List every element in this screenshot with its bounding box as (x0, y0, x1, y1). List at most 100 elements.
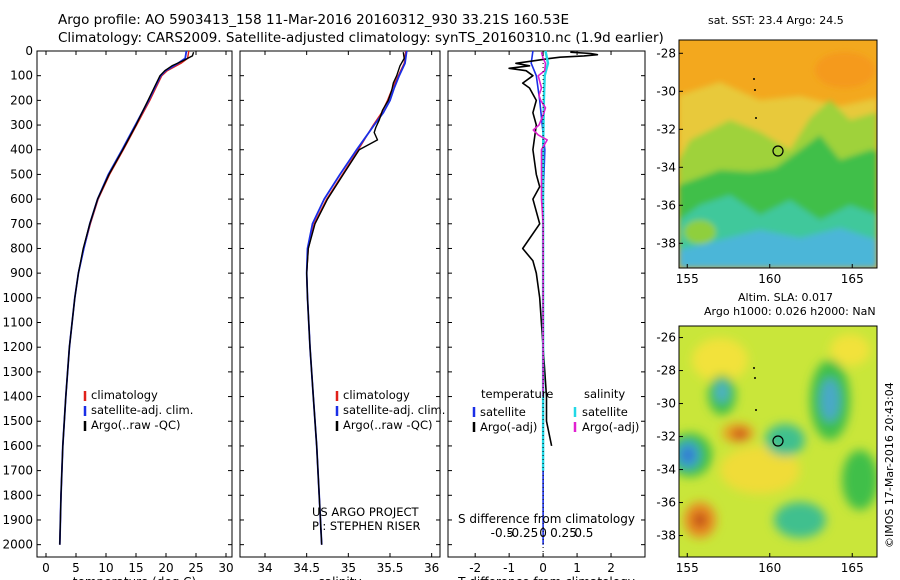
series-line (58, 50, 188, 545)
x-tick-label: 10 (98, 561, 113, 575)
y-tick-label: 1700 (2, 464, 33, 478)
axes-sla_map: 155 160 165 -26 -28 -30 -32 -34 -36 -38 (656, 331, 863, 575)
sla-map-title-2: Argo h1000: 0.026 h2000: NaN (704, 305, 876, 318)
map-x-tick-label: 160 (758, 561, 781, 575)
y-tick-label: 100 (10, 69, 33, 83)
legend-title: temperature (481, 387, 553, 401)
map-y-tick-label: -34 (656, 160, 676, 174)
y-tick-label: 900 (10, 266, 33, 280)
y-tick-label: 300 (10, 118, 33, 132)
sst-map (678, 39, 878, 269)
x-tick-label: 35 (341, 561, 356, 575)
map-y-tick-label: -26 (656, 331, 676, 345)
y-tick-label: 1600 (2, 439, 33, 453)
y-tick-label: 1400 (2, 390, 33, 404)
map-y-tick-label: -38 (656, 529, 676, 543)
sst-map-title: sat. SST: 23.4 Argo: 24.5 (708, 14, 844, 27)
map-y-tick-label: -36 (656, 496, 676, 510)
series-line (59, 50, 190, 545)
plot-difference: -2 -1 0 1 2T difference from climatology -0.5… (447, 50, 646, 580)
plot-frame (36, 50, 233, 558)
x-axis-label: salinity (318, 575, 361, 580)
y-tick-label: 1900 (2, 513, 33, 527)
legend-label: Argo(..raw -QC) (91, 418, 181, 432)
figure-title-line2: Climatology: CARS2009. Satellite-adjuste… (58, 30, 664, 46)
x-tick-label: 20 (158, 561, 173, 575)
x-tick-label: 0 (539, 561, 547, 575)
plot-salinity: 34 34.5 35 35.5 36 salinity climatologysatelli… (239, 50, 445, 580)
legend-label: climatology (343, 388, 410, 402)
y-tick-label: 1300 (2, 365, 33, 379)
legend-label: Argo(-adj) (480, 420, 537, 434)
figure-title-line1: Argo profile: AO 5903413_158 11-Mar-2016… (58, 12, 569, 28)
y-tick-label: 700 (10, 217, 33, 231)
annotation-pi: PI: STEPHEN RISER (312, 519, 421, 533)
legend-label: satellite (480, 405, 526, 419)
y-tick-label: 0 (25, 44, 33, 58)
map-y-tick-label: -30 (656, 397, 676, 411)
s-axis-label: S difference from climatology (458, 512, 635, 526)
series-line (532, 52, 549, 397)
map-y-tick-label: -36 (656, 198, 676, 212)
x-tick-label: 0 (42, 561, 50, 575)
legend-label: satellite (582, 405, 628, 419)
y-tick-label: 2000 (2, 538, 33, 552)
legend-label: climatology (91, 388, 158, 402)
x-tick-label: -1 (503, 561, 515, 575)
x-tick-label: 2 (607, 561, 615, 575)
map-x-tick-label: 160 (758, 272, 781, 286)
sla-map-title-1: Altim. SLA: 0.017 (738, 291, 834, 304)
plot-frame (447, 50, 646, 558)
x-axis-label: temperature (deg C) (73, 575, 196, 580)
series-line (508, 51, 599, 447)
series-line (59, 51, 195, 545)
s-tick-label: 0.25 (550, 526, 577, 540)
x-axis-label: T difference from climatology (457, 575, 635, 580)
y-tick-label: 500 (10, 167, 33, 181)
map-y-tick-label: -38 (656, 236, 676, 250)
map-y-tick-label: -30 (656, 84, 676, 98)
legend-label: Argo(-adj) (582, 420, 639, 434)
s-tick-label: -0.25 (507, 526, 538, 540)
x-tick-label: 36 (424, 561, 439, 575)
y-tick-label: 1100 (2, 316, 33, 330)
x-tick-label: 1 (573, 561, 581, 575)
y-tick-label: 1500 (2, 414, 33, 428)
s-tick-label: -0.5 (491, 526, 514, 540)
s-tick-label: 0 (539, 526, 547, 540)
x-tick-label: 34.5 (293, 561, 320, 575)
series-line (306, 50, 407, 545)
map-y-tick-label: -32 (656, 122, 676, 136)
series-line (306, 52, 405, 545)
x-tick-label: 30 (218, 561, 233, 575)
legend-label: satellite-adj. clim. (91, 403, 193, 417)
x-tick-label: 15 (128, 561, 143, 575)
y-tick-label: 400 (10, 143, 33, 157)
map-x-tick-label: 155 (676, 272, 699, 286)
x-tick-label: 35.5 (377, 561, 404, 575)
map-y-tick-label: -28 (656, 364, 676, 378)
y-tick-label: 200 (10, 93, 33, 107)
x-tick-label: -2 (469, 561, 481, 575)
map-x-tick-label: 165 (841, 561, 864, 575)
map-y-tick-label: -34 (656, 463, 676, 477)
x-tick-label: 34 (257, 561, 272, 575)
x-tick-label: 25 (188, 561, 203, 575)
plot-frame (239, 50, 441, 558)
y-tick-label: 600 (10, 192, 33, 206)
y-tick-label: 1200 (2, 340, 33, 354)
y-tick-label: 1000 (2, 291, 33, 305)
plot-temperature: 0 5 10 15 20 25 300100200300400500600700800900… (2, 44, 233, 580)
s-tick-label: 0.5 (574, 526, 593, 540)
sla-map (678, 325, 878, 558)
map-x-tick-label: 155 (676, 561, 699, 575)
series-line (305, 50, 408, 545)
legend-label: Argo(..raw -QC) (343, 418, 433, 432)
y-tick-label: 800 (10, 241, 33, 255)
annotation-project: US ARGO PROJECT (312, 505, 420, 519)
map-y-tick-label: -28 (656, 46, 676, 60)
map-x-tick-label: 165 (841, 272, 864, 286)
legend-title: salinity (584, 387, 625, 401)
x-tick-label: 5 (72, 561, 80, 575)
